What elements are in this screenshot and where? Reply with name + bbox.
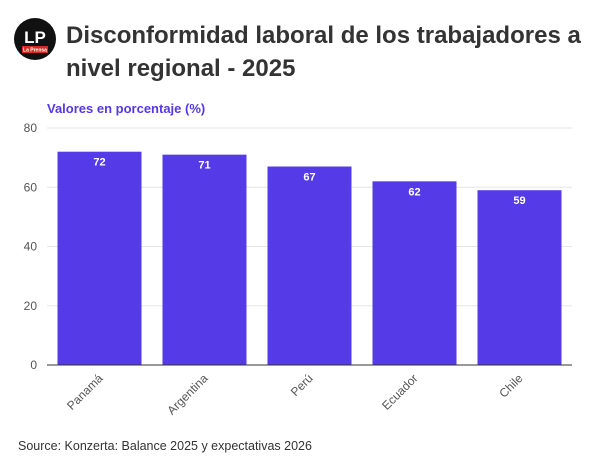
bar [57, 151, 142, 365]
chart-title: Disconformidad laboral de los trabajador… [66, 22, 581, 82]
bar-value-label: 62 [408, 186, 420, 198]
bar [477, 190, 562, 365]
y-tick-label: 20 [24, 299, 38, 313]
bar-value-label: 72 [93, 157, 105, 169]
x-tick-label: Panamá [64, 371, 106, 413]
x-tick-label: Ecuador [379, 371, 421, 413]
bar [372, 181, 457, 365]
logo-subtext: La Prensa [23, 48, 47, 54]
bar-value-label: 67 [303, 172, 315, 184]
bar [267, 166, 352, 365]
x-tick-label: Argentina [164, 371, 210, 417]
y-tick-label: 40 [24, 240, 38, 254]
chart-subtitle: Valores en porcentaje (%) [47, 101, 206, 116]
la-prensa-logo: LP La Prensa [14, 18, 56, 60]
logo-text: LP [24, 28, 46, 47]
x-tick-label: Perú [288, 371, 316, 399]
bar [162, 154, 247, 365]
x-tick-label: Chile [496, 371, 525, 400]
y-tick-label: 60 [24, 180, 38, 194]
bar-value-label: 59 [513, 195, 525, 207]
y-tick-label: 80 [24, 121, 38, 135]
bar-value-label: 71 [198, 160, 210, 172]
source-note: Source: Konzerta: Balance 2025 y expecta… [18, 439, 312, 453]
y-tick-label: 0 [30, 358, 37, 372]
